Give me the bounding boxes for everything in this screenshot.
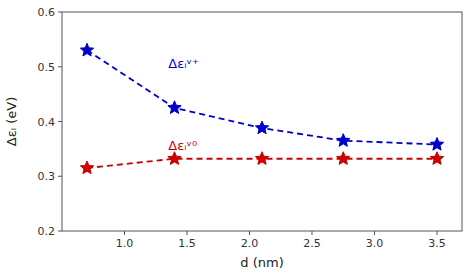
y-tick-label: 0.6 [38,6,56,19]
y-tick-label: 0.3 [38,170,56,183]
y-tick [58,176,62,177]
x-tick [187,231,188,235]
x-tick [124,231,125,235]
x-tick-label: 3.5 [428,237,446,250]
data-point [80,43,93,56]
x-axis-label: d (nm) [240,255,283,270]
annotation: Δεᵢᵛ⁰ [168,138,197,153]
x-tick [249,231,250,235]
data-point [337,152,350,165]
chart: 1.0 1.5 2.0 2.5 3.0 3.5 0.2 0.3 0.4 0.5 0.6 d (nm) Δ… [0,0,474,275]
x-tick-label: 2.5 [303,237,321,250]
y-tick-label: 0.5 [38,61,56,74]
annotation: Δεᵢᵛ⁺ [168,56,199,71]
data-point [80,161,93,174]
y-tick-label: 0.2 [38,225,56,238]
x-tick [374,231,375,235]
y-tick [58,12,62,13]
x-tick-label: 1.0 [116,237,134,250]
x-tick [437,231,438,235]
y-tick [58,66,62,67]
data-point [255,121,268,134]
data-point [430,152,443,165]
y-tick [58,231,62,232]
series-line [87,50,437,144]
y-tick-label: 0.4 [38,116,56,129]
data-point [430,138,443,151]
data-point [337,134,350,147]
data-point [255,152,268,165]
x-tick [312,231,313,235]
y-axis-label: Δεᵢ (eV) [4,97,19,146]
x-tick-label: 3.0 [366,237,384,250]
plot-area [80,43,443,173]
x-tick-label: 1.5 [178,237,196,250]
data-point [168,152,181,165]
data-point [168,101,181,114]
plot-frame [62,12,462,231]
x-tick-label: 2.0 [241,237,259,250]
y-tick [58,121,62,122]
